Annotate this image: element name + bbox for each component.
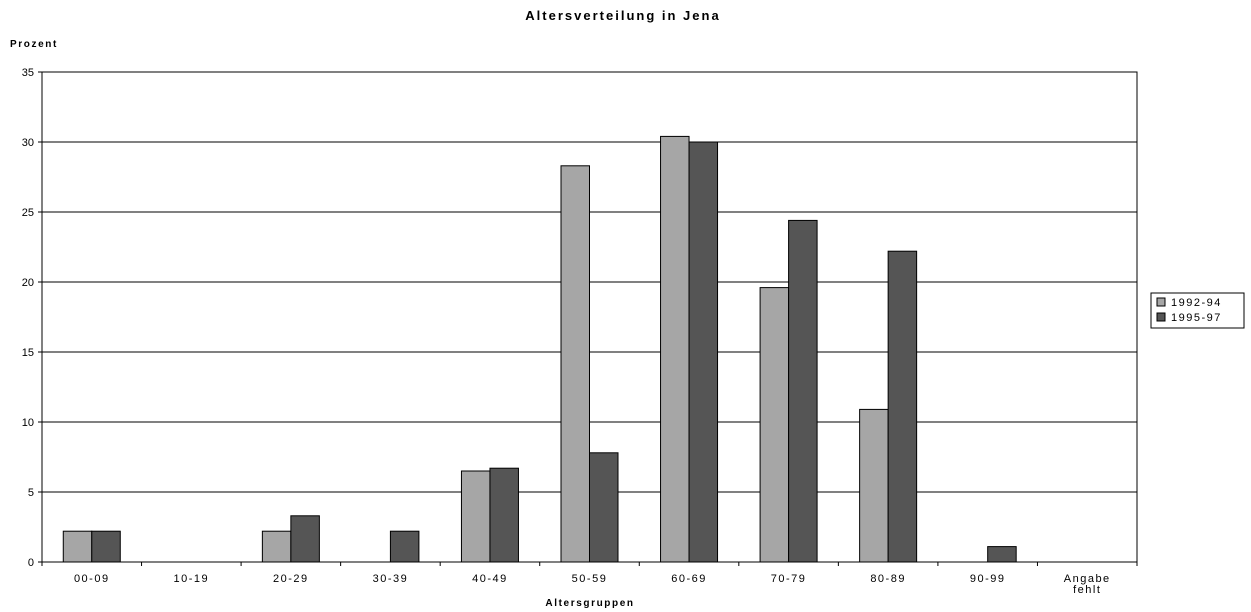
bar-1992-94-60-69 xyxy=(660,135,690,563)
y-tick-label: 15 xyxy=(22,347,34,359)
legend: 1992-94 1995-97 xyxy=(1150,292,1245,329)
bar-1995-97-40-49 xyxy=(489,467,519,563)
bar-1995-97-50-59 xyxy=(589,452,619,563)
chart-title: Altersverteilung in Jena xyxy=(525,8,720,23)
y-tick-label: 25 xyxy=(22,207,34,219)
y-tick-label: 20 xyxy=(22,277,34,289)
bars xyxy=(62,135,1017,563)
bar-1995-97-90-99 xyxy=(987,546,1017,563)
x-axis-ticks: 00-09 10-19 20-29 30-39 40-49 50-59 60-69 70-79… xyxy=(41,562,1138,596)
y-tick-label: 35 xyxy=(22,67,34,79)
x-tick-label: 90-99 xyxy=(970,573,1006,585)
x-tick-label: 80-89 xyxy=(870,573,906,585)
x-tick-label: 00-09 xyxy=(74,573,110,585)
legend-label: 1992-94 xyxy=(1171,297,1222,309)
bar-1995-97-00-09 xyxy=(91,530,121,563)
x-tick-label: 30-39 xyxy=(373,573,409,585)
x-tick-label: 40-49 xyxy=(472,573,508,585)
bar-1992-94-00-09 xyxy=(62,530,93,563)
legend-swatch xyxy=(1156,312,1166,322)
x-axis-title: Altersgruppen xyxy=(545,598,634,609)
x-tick-label: 50-59 xyxy=(572,573,608,585)
x-tick-label: 20-29 xyxy=(273,573,309,585)
bar-1995-97-80-89 xyxy=(887,250,918,563)
y-axis-title: Prozent xyxy=(10,39,58,50)
x-tick-label: Angabe fehlt xyxy=(1064,573,1111,596)
y-tick-label: 10 xyxy=(22,417,34,429)
y-tick-label: 30 xyxy=(22,137,34,149)
plot-area-frame xyxy=(41,71,1138,563)
bar-1992-94-20-29 xyxy=(261,530,292,563)
bar-1992-94-50-59 xyxy=(560,165,590,563)
x-tick-label: 70-79 xyxy=(771,573,807,585)
y-axis-ticks: 0 5 10 15 20 25 30 35 xyxy=(22,67,42,569)
bar-1995-97-70-79 xyxy=(788,219,818,563)
bar-1995-97-60-69 xyxy=(688,141,719,563)
legend-swatch xyxy=(1156,297,1166,307)
x-tick-label: 60-69 xyxy=(671,573,707,585)
bar-1992-94-80-89 xyxy=(859,408,889,563)
bar-1995-97-20-29 xyxy=(290,515,320,563)
bar-1992-94-70-79 xyxy=(759,287,790,563)
y-tick-label: 5 xyxy=(28,487,34,499)
y-tick-label: 0 xyxy=(28,557,34,569)
x-tick-label: 10-19 xyxy=(173,573,209,585)
bar-1995-97-30-39 xyxy=(389,530,420,563)
legend-label: 1995-97 xyxy=(1171,312,1222,324)
bar-1992-94-40-49 xyxy=(460,470,491,563)
legend-frame xyxy=(1150,292,1245,329)
